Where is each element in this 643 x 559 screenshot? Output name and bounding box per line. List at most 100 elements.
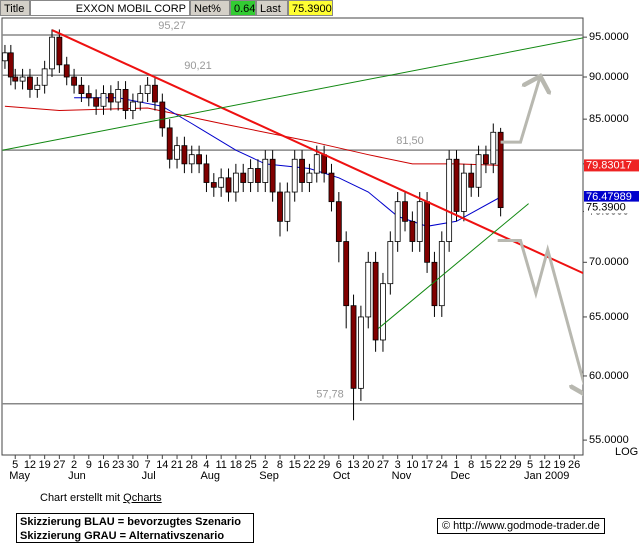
tool-link[interactable]: Qcharts: [123, 492, 162, 504]
candle-body: [350, 305, 357, 389]
x-tick-label: 29: [318, 459, 330, 471]
candle-body: [27, 76, 33, 90]
x-tick-label: 5: [527, 459, 533, 471]
x-tick-label: 20: [362, 459, 374, 471]
candle-body: [453, 158, 460, 212]
y-tick-label: 65.0000: [589, 311, 629, 323]
candle-body: [2, 52, 8, 62]
y-tick-label: 95.0000: [589, 31, 629, 43]
candle-body: [93, 97, 100, 107]
candle-body: [188, 154, 195, 165]
candle-body: [380, 283, 386, 341]
net-label: Net%: [190, 0, 230, 16]
scale-label: LOG: [615, 446, 638, 458]
level-label: 81,50: [396, 135, 424, 147]
x-tick-label: 16: [97, 459, 109, 471]
plot-layer: [2, 29, 583, 421]
candle-body: [56, 36, 63, 66]
candle-body: [357, 316, 364, 389]
candle-body: [19, 76, 26, 82]
candle-body: [468, 172, 475, 188]
candle-body: [49, 36, 55, 70]
trendline: [2, 37, 583, 151]
source: © http://www.godmode-trader.de: [437, 518, 605, 534]
candle-body: [12, 76, 19, 82]
month-label: Jan 2009: [524, 470, 569, 482]
candle-body: [409, 220, 416, 242]
candle-body: [240, 172, 247, 183]
plot-area: [1, 17, 584, 456]
x-tick-label: 28: [186, 459, 198, 471]
level-label: 90,21: [184, 60, 212, 72]
candle-body: [269, 158, 276, 193]
legend-box: Skizzierung BLAU = bevorzugtes Szenario …: [16, 513, 254, 543]
moving-average: [4, 105, 501, 166]
month-label: Oct: [333, 470, 350, 482]
month-label: Sep: [259, 470, 279, 482]
x-tick-label: 8: [468, 459, 474, 471]
candle-body: [475, 154, 482, 188]
month-label: Jul: [142, 470, 156, 482]
month-label: May: [9, 470, 30, 482]
candle-body: [387, 241, 394, 285]
candle-body: [299, 158, 305, 183]
candle-body: [291, 158, 298, 193]
candle-body: [424, 201, 430, 263]
candle-body: [7, 52, 14, 78]
candle-body: [144, 84, 151, 94]
candle-body: [34, 84, 41, 90]
candle-body: [152, 84, 158, 103]
x-tick-label: 19: [39, 459, 51, 471]
month-label: Jun: [68, 470, 86, 482]
candle-body: [277, 191, 283, 222]
x-tick-label: 13: [347, 459, 359, 471]
x-tick-label: 30: [127, 459, 139, 471]
candle-body: [71, 76, 77, 86]
x-tick-label: 18: [230, 459, 242, 471]
x-tick-label: 2: [71, 459, 77, 471]
x-tick-label: 3: [395, 459, 401, 471]
trendline: [378, 203, 529, 329]
candle-body: [343, 241, 350, 307]
candle-body: [394, 201, 401, 242]
credit: Chart erstellt mit Qcharts: [40, 492, 162, 504]
candle-body: [321, 154, 328, 174]
y-tick-label: 90.0000: [589, 71, 629, 83]
symbol-name: EXXON MOBIL CORP: [30, 0, 190, 16]
candle-body: [306, 172, 313, 183]
candle-body: [166, 127, 173, 160]
month-label: Dec: [451, 470, 471, 482]
candle-body: [159, 101, 166, 129]
x-tick-label: 26: [568, 459, 580, 471]
candle-body: [225, 177, 232, 193]
last-value: 75.3900: [288, 0, 333, 16]
candle-body: [196, 154, 202, 165]
x-tick-label: 19: [553, 459, 565, 471]
candle-body: [115, 89, 122, 103]
y-tick-label: 85.0000: [589, 113, 629, 125]
candle-body: [262, 158, 269, 183]
candle-body: [247, 168, 254, 183]
candle-body: [438, 241, 445, 307]
x-tick-label: 22: [495, 459, 507, 471]
x-tick-label: 15: [289, 459, 301, 471]
x-tick-label: 4: [203, 459, 209, 471]
price-tag: 79.83017: [586, 159, 632, 171]
price-tag: 75.3900: [586, 202, 626, 214]
x-tick-label: 11: [215, 459, 226, 471]
x-tick-label: 9: [86, 459, 92, 471]
x-tick-label: 25: [244, 459, 256, 471]
candle-body: [63, 64, 70, 78]
x-tick-label: 8: [277, 459, 283, 471]
x-tick-label: 15: [480, 459, 492, 471]
x-tick-label: 24: [436, 459, 448, 471]
x-tick-label: 27: [53, 459, 65, 471]
level-label: 95,27: [158, 20, 186, 32]
x-tick-label: 12: [24, 459, 36, 471]
price-tag-bg: [584, 159, 639, 172]
candle-body: [497, 131, 504, 209]
price-tag-bg: [584, 191, 639, 204]
last-label: Last: [256, 0, 288, 16]
candle-body: [372, 261, 379, 341]
